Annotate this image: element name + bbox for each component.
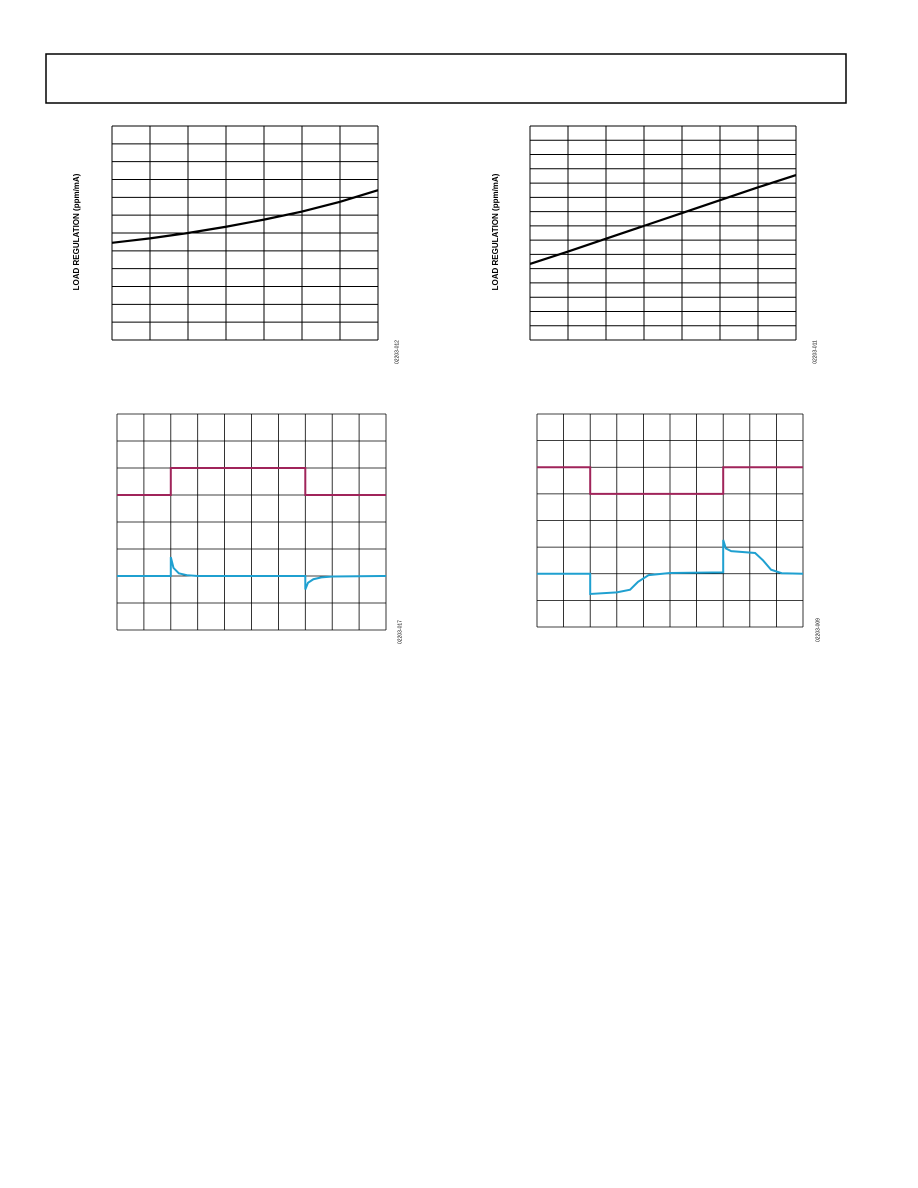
trace: [537, 466, 803, 495]
figure-code: 02203-017: [397, 620, 403, 644]
figure-code: 02203-011: [812, 340, 818, 364]
header-box: [45, 53, 847, 104]
trace: [537, 539, 804, 596]
trace: [529, 174, 797, 266]
y-axis-label: LOAD REGULATION (ppm/mA): [72, 173, 81, 290]
trace: [117, 556, 387, 590]
trace: [111, 189, 379, 244]
y-axis-label: LOAD REGULATION (ppm/mA): [491, 173, 500, 290]
figure-code: 02203-009: [815, 618, 821, 642]
figure-code: 02203-012: [394, 340, 400, 364]
trace: [117, 467, 386, 496]
